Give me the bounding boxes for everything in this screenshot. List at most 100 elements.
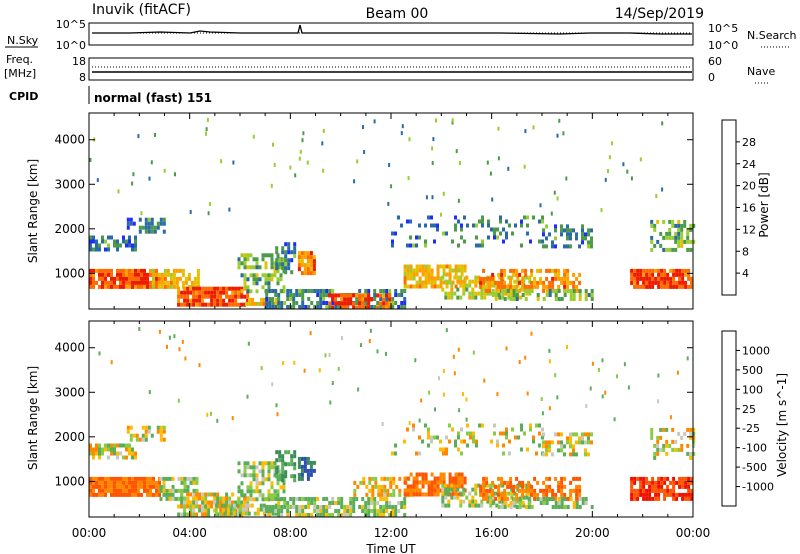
echo-cell xyxy=(146,492,149,497)
echo-cell xyxy=(349,497,353,501)
echo-cell xyxy=(134,235,137,240)
echo-cell xyxy=(439,439,442,444)
echo-cell xyxy=(471,495,475,500)
echo-cell xyxy=(680,443,684,448)
echo-cell xyxy=(189,480,193,485)
echo-cell xyxy=(122,239,125,244)
echo-cell xyxy=(403,505,407,509)
echo-cell xyxy=(683,223,687,228)
echo-cell xyxy=(441,287,445,292)
echo-cell xyxy=(394,509,398,513)
echo-cell xyxy=(572,444,575,449)
echo-cell xyxy=(368,339,371,343)
echo-cell xyxy=(134,488,137,493)
echo-cell xyxy=(630,476,634,481)
echo-cell xyxy=(259,507,263,512)
echo-cell xyxy=(454,443,457,448)
echo-cell xyxy=(686,427,690,432)
echo-cell xyxy=(485,488,489,493)
echo-cell xyxy=(252,477,256,482)
echo-cell xyxy=(388,289,392,293)
echo-cell xyxy=(601,358,604,363)
echo-cell xyxy=(669,488,673,493)
echo-cell xyxy=(367,297,371,302)
echo-cell xyxy=(403,480,407,485)
echo-cell xyxy=(300,472,304,477)
echo-cell xyxy=(135,433,139,438)
echo-cell xyxy=(668,227,672,232)
echo-cell xyxy=(455,149,458,154)
echo-cell xyxy=(307,513,311,517)
echo-cell xyxy=(353,480,357,485)
echo-cell xyxy=(687,272,691,277)
echo-cell xyxy=(584,440,587,445)
echo-cell xyxy=(391,451,394,456)
echo-cell xyxy=(648,496,652,501)
echo-cell xyxy=(648,276,652,281)
echo-cell xyxy=(692,451,696,456)
echo-cell xyxy=(382,297,386,302)
echo-cell xyxy=(92,447,95,452)
echo-cell xyxy=(322,509,326,513)
echo-cell xyxy=(689,223,693,228)
echo-cell xyxy=(110,451,113,456)
echo-cell xyxy=(472,350,475,355)
echo-cell xyxy=(491,280,495,285)
echo-cell xyxy=(155,492,158,497)
echo-cell xyxy=(424,423,427,428)
echo-cell xyxy=(675,280,679,285)
echo-cell xyxy=(622,162,625,167)
echo-cell xyxy=(457,219,460,224)
echo-cell xyxy=(678,268,682,273)
velocity-scatter xyxy=(89,327,696,517)
echo-cell xyxy=(444,503,448,508)
echo-cell xyxy=(542,492,546,497)
echo-cell xyxy=(542,488,546,493)
echo-cell xyxy=(174,488,178,493)
echo-cell xyxy=(457,480,461,485)
echo-cell xyxy=(489,503,493,508)
echo-cell xyxy=(686,239,690,244)
echo-cell xyxy=(267,253,271,258)
echo-cell xyxy=(451,118,454,123)
echo-cell xyxy=(392,488,396,493)
echo-cell xyxy=(409,235,412,240)
echo-cell xyxy=(687,476,691,481)
echo-cell xyxy=(662,443,666,448)
echo-cell xyxy=(459,275,463,280)
echo-cell xyxy=(282,489,286,494)
echo-cell xyxy=(690,480,694,485)
echo-cell xyxy=(95,280,98,285)
echo-cell xyxy=(201,492,205,497)
echo-cell xyxy=(674,447,678,452)
echo-cell xyxy=(312,255,316,260)
echo-cell xyxy=(166,280,170,285)
echo-cell xyxy=(303,251,307,256)
echo-cell xyxy=(270,273,274,278)
colorbar-label: 4 xyxy=(742,267,749,280)
echo-cell xyxy=(137,492,140,497)
echo-cell xyxy=(255,485,259,490)
echo-cell xyxy=(591,361,594,366)
echo-cell xyxy=(623,362,626,367)
echo-cell xyxy=(497,126,500,131)
echo-cell xyxy=(307,289,311,293)
echo-cell xyxy=(252,257,256,262)
echo-cell xyxy=(442,268,446,273)
echo-cell xyxy=(672,492,676,497)
echo-cell xyxy=(503,297,507,301)
colorbar-label: 12 xyxy=(742,223,756,236)
echo-cell xyxy=(264,265,268,270)
echo-cell xyxy=(349,505,353,509)
echo-cell xyxy=(481,243,484,248)
echo-cell xyxy=(155,484,158,489)
echo-cell xyxy=(116,268,119,273)
echo-cell xyxy=(180,480,184,485)
echo-cell xyxy=(334,501,338,505)
echo-cell xyxy=(526,215,529,220)
echo-cell xyxy=(672,484,676,489)
echo-cell xyxy=(610,141,613,146)
time-tick-label: 00:00 xyxy=(676,526,711,540)
echo-cell xyxy=(656,451,660,456)
echo-cell xyxy=(281,462,285,467)
